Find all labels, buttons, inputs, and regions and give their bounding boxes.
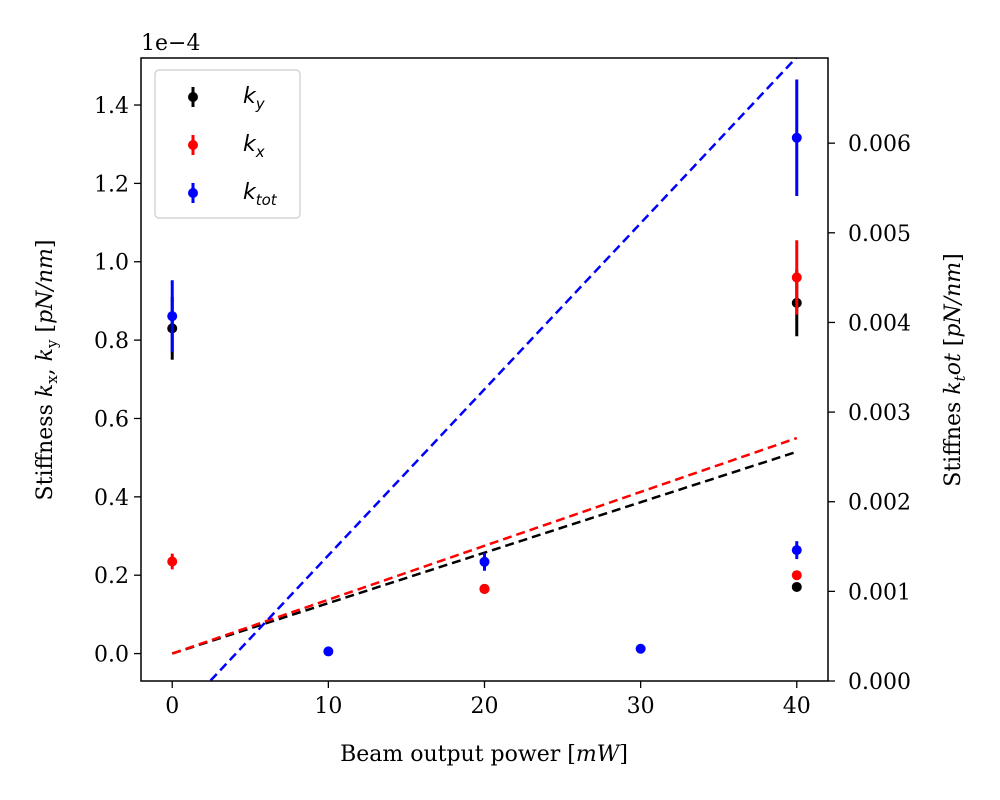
data-point-kx	[791, 272, 802, 283]
legend-label-sub: tot	[256, 191, 278, 209]
legend-label-main: k	[243, 180, 257, 205]
fit-line-ky	[171, 450, 798, 655]
y-right-tick-label: 0.006	[848, 132, 911, 157]
legend-frame	[154, 69, 301, 219]
legend-label-sub: x	[255, 143, 265, 161]
y-left-tick-label: 0.0	[94, 643, 129, 668]
x-axis: 0 10 20 30 40	[165, 681, 811, 719]
data-point-kx	[167, 556, 178, 567]
fit-line-ktot	[208, 58, 798, 681]
y-axis-right-label: Stiffnes ktot [pN/nm]	[941, 253, 969, 486]
y-right-tick-label: 0.004	[848, 311, 911, 336]
y-left-tick-label: 0.4	[94, 486, 129, 511]
data-point-ktot	[323, 646, 334, 657]
x-tick-label: 0	[165, 694, 179, 719]
y-right-tick-label: 0.003	[848, 401, 911, 426]
data-point-ktot	[167, 311, 178, 322]
y-right-tick-label: 0.005	[848, 222, 911, 247]
y-right-tick-label: 0.000	[848, 670, 911, 695]
legend-label: kx	[243, 132, 265, 161]
legend-label: ky	[243, 84, 266, 113]
y-right-tick-label: 0.002	[848, 491, 911, 516]
y-left-tick-label: 1.2	[94, 172, 129, 197]
data-point-kx	[479, 583, 490, 594]
y-axis-right: 0.000 0.001 0.002 0.003 0.004 0.005 0.006	[828, 132, 911, 695]
legend-label: ktot	[243, 180, 278, 209]
y-left-tick-label: 0.8	[94, 329, 129, 354]
fit-line-kx	[171, 436, 798, 655]
data-point-ktot	[635, 643, 646, 654]
legend-label-sub: y	[255, 95, 266, 113]
x-tick-label: 10	[314, 694, 342, 719]
y-left-tick-label: 1.4	[94, 94, 129, 119]
y-right-tick-label: 0.001	[848, 580, 911, 605]
data-point-ktot	[791, 545, 802, 556]
fit-lines	[171, 58, 798, 681]
legend-marker-dot	[188, 188, 198, 198]
legend-label-main: k	[243, 132, 257, 157]
legend-marker-dot	[188, 140, 198, 150]
y-axis-left-label: Stiffness kx, ky [pN/nm]	[33, 240, 61, 501]
y-left-tick-label: 0.2	[94, 564, 129, 589]
data-point-kx	[791, 570, 802, 581]
x-axis-label: Beam output power [mW]	[340, 742, 628, 767]
legend-label-main: k	[243, 84, 257, 109]
x-tick-label: 20	[471, 694, 499, 719]
data-point-ktot	[791, 132, 802, 143]
data-point-ky	[791, 581, 802, 592]
y-left-tick-label: 1.0	[94, 251, 129, 276]
data-points	[167, 79, 802, 657]
x-tick-label: 30	[627, 694, 655, 719]
legend-marker-dot	[188, 92, 198, 102]
y-left-tick-label: 0.6	[94, 407, 129, 432]
left-scale-label: 1e−4	[141, 31, 200, 56]
y-axis-left: 0.0 0.2 0.4 0.6 0.8 1.0 1.2 1.4	[94, 94, 141, 668]
x-tick-label: 40	[783, 694, 811, 719]
data-point-ktot	[479, 556, 490, 567]
